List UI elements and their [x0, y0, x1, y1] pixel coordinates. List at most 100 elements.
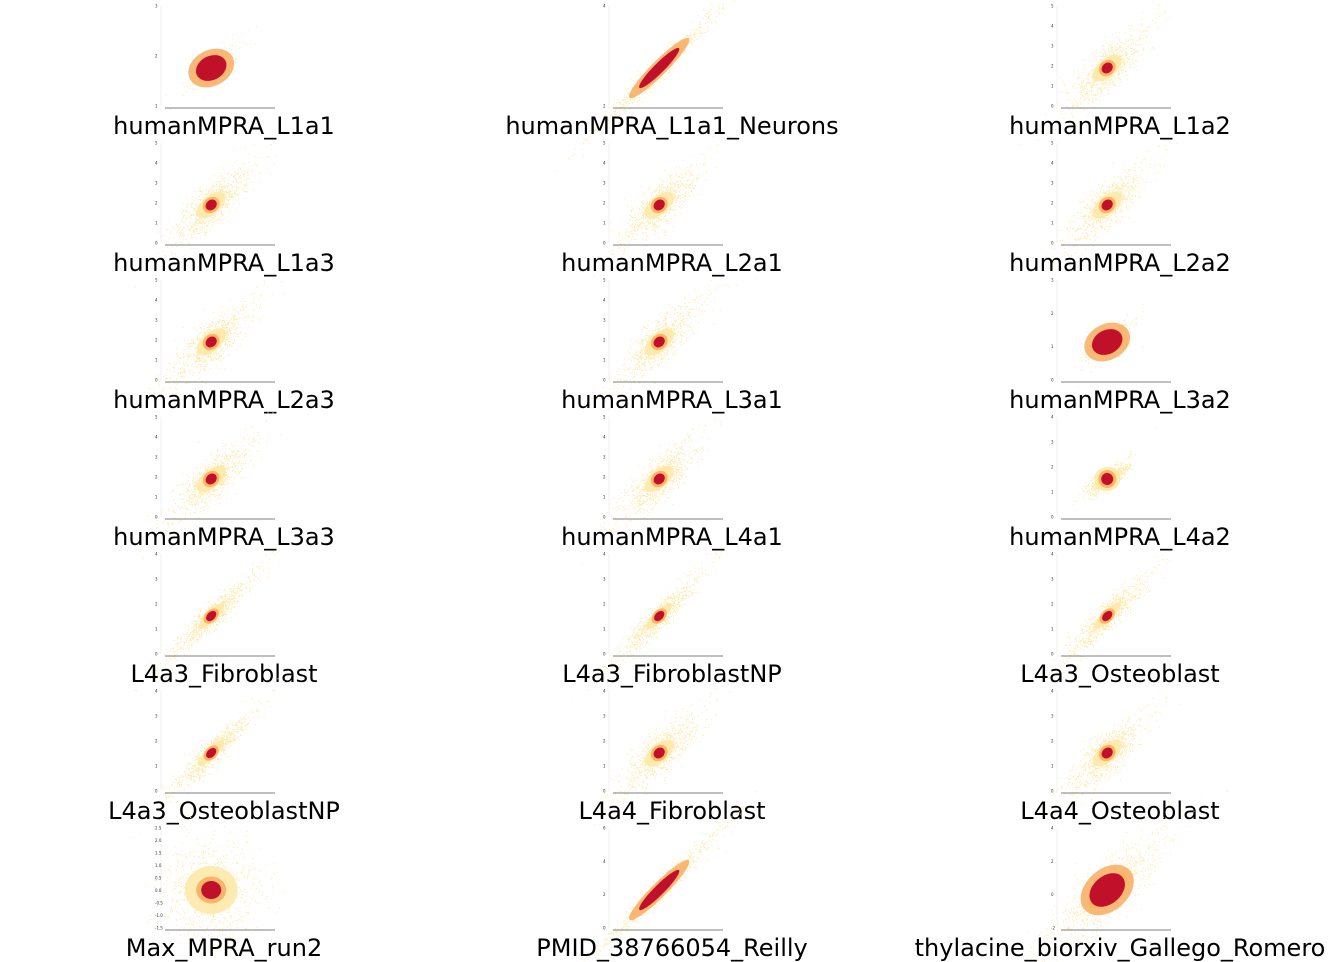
scatter-point: [190, 85, 191, 86]
scatter-point: [1147, 36, 1148, 37]
scatter-point: [1087, 211, 1088, 212]
scatter-point: [689, 179, 690, 180]
scatter-point: [1135, 163, 1136, 164]
scatter-point: [621, 109, 622, 110]
scatter-point: [210, 220, 211, 221]
scatter-point: [1156, 179, 1157, 180]
scatter-point: [1077, 105, 1078, 106]
scatter-point: [240, 169, 241, 170]
scatter-point: [193, 89, 194, 90]
scatter-point: [1064, 84, 1065, 85]
scatter-point: [665, 221, 666, 222]
scatter-point: [1109, 190, 1110, 191]
scatter-point: [1117, 52, 1118, 53]
scatter-point: [242, 33, 243, 34]
scatter-point: [196, 234, 197, 235]
scatter-point: [1088, 78, 1089, 79]
scatter-point: [1062, 92, 1063, 93]
scatter-point: [1116, 37, 1117, 38]
scatter-point: [197, 233, 198, 234]
y-tick-label: 5: [1051, 4, 1054, 9]
scatter-point: [626, 229, 627, 230]
scatter-point: [210, 216, 211, 217]
scatter-point: [635, 98, 636, 99]
scatter-point: [245, 148, 246, 149]
scatter-point: [667, 186, 668, 187]
scatter-point: [182, 83, 183, 84]
scatter-point: [686, 33, 687, 34]
scatter-point: [661, 190, 662, 191]
scatter-point: [624, 101, 625, 102]
scatter-point: [1104, 181, 1105, 182]
scatter-point: [1113, 53, 1114, 54]
scatter-point: [710, 14, 711, 15]
scatter-point: [181, 236, 182, 237]
scatter-point: [1099, 96, 1100, 97]
scatter-point: [629, 103, 630, 104]
scatter-point: [627, 93, 628, 94]
scatter-point: [642, 217, 643, 218]
scatter-point: [1097, 62, 1098, 63]
scatter-point: [204, 231, 205, 232]
scatter-point: [635, 224, 636, 225]
scatter-point: [657, 81, 658, 82]
scatter-point: [243, 166, 244, 167]
scatter-point: [236, 182, 237, 183]
scatter-point: [181, 232, 182, 233]
scatter-point: [247, 173, 248, 174]
scatter-point: [696, 181, 697, 182]
scatter-point: [628, 237, 629, 238]
scatter-point: [637, 219, 638, 220]
scatter-point: [1115, 50, 1116, 51]
scatter-point: [1128, 176, 1129, 177]
scatter-point: [679, 168, 680, 169]
scatter-point: [630, 79, 631, 80]
scatter-point: [1085, 232, 1086, 233]
scatter-point: [222, 186, 223, 187]
scatter-point: [1131, 51, 1132, 52]
scatter-point: [1120, 68, 1121, 69]
scatter-point: [1100, 92, 1101, 93]
scatter-point: [630, 241, 631, 242]
scatter-point: [616, 228, 617, 229]
scatter-point: [646, 240, 647, 241]
scatter-point: [1127, 54, 1128, 55]
scatter-point: [211, 189, 212, 190]
scatter-point: [626, 232, 627, 233]
scatter-point: [1131, 60, 1132, 61]
scatter-point: [1090, 94, 1091, 95]
scatter-point: [662, 190, 663, 191]
scatter-point: [222, 215, 223, 216]
scatter-point: [1128, 79, 1129, 80]
scatter-point: [688, 192, 689, 193]
scatter-point: [1096, 197, 1097, 198]
scatter-point: [642, 222, 643, 223]
scatter-point: [200, 228, 201, 229]
scatter-point: [175, 243, 176, 244]
scatter-point: [1115, 187, 1116, 188]
scatter-point: [1124, 68, 1125, 69]
scatter-point: [646, 228, 647, 229]
scatter-point: [632, 227, 633, 228]
scatter-point: [228, 188, 229, 189]
scatter-point: [1130, 59, 1131, 60]
scatter-point: [1138, 198, 1139, 199]
scatter-point: [244, 198, 245, 199]
scatter-point: [611, 230, 612, 231]
scatter-point: [625, 110, 626, 111]
scatter-point: [1140, 183, 1141, 184]
scatter-point: [660, 226, 661, 227]
scatter-point: [662, 76, 663, 77]
scatter-point: [1085, 86, 1086, 87]
scatter-point: [180, 232, 181, 233]
scatter-point: [690, 173, 691, 174]
scatter-point: [1134, 180, 1135, 181]
scatter-point: [222, 223, 223, 224]
scatter-point: [1085, 67, 1086, 68]
scatter-point: [1131, 43, 1132, 44]
scatter-point: [219, 181, 220, 182]
scatter-point: [694, 188, 695, 189]
scatter-point: [692, 156, 693, 157]
scatter-point: [624, 243, 625, 244]
scatter-point: [622, 237, 623, 238]
